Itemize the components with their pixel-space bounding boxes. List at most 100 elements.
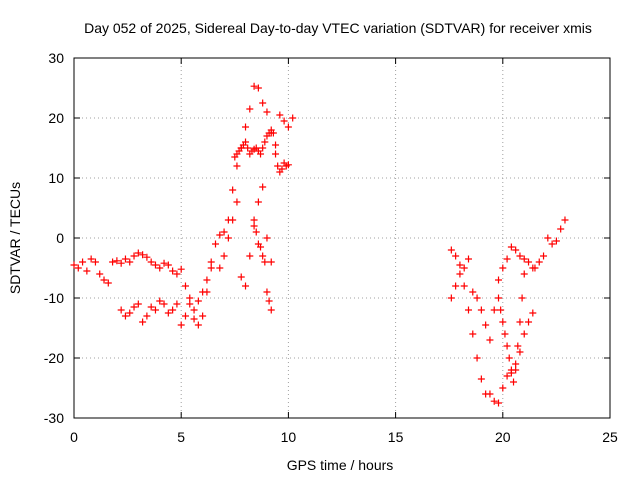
data-point xyxy=(143,253,151,261)
data-point xyxy=(147,258,155,266)
y-tick-labels: -30 -20 -10 0 10 20 30 xyxy=(44,50,64,426)
data-point xyxy=(242,138,250,146)
data-point xyxy=(242,282,250,290)
data-point xyxy=(447,246,455,254)
chart-title: Day 052 of 2025, Sidereal Day-to-day VTE… xyxy=(84,20,592,36)
data-point xyxy=(460,264,468,272)
data-point xyxy=(267,306,275,314)
data-point xyxy=(233,162,241,170)
data-point xyxy=(121,312,129,320)
data-point xyxy=(512,360,520,368)
data-point xyxy=(269,129,277,137)
data-point xyxy=(261,258,269,266)
y-tick-label: 30 xyxy=(48,50,64,66)
data-point xyxy=(212,240,220,248)
x-tick-label: 0 xyxy=(70,429,78,445)
data-point xyxy=(497,306,505,314)
data-point xyxy=(495,399,503,407)
data-point xyxy=(220,252,228,260)
data-point xyxy=(469,288,477,296)
data-point xyxy=(74,264,82,272)
data-point xyxy=(510,378,518,386)
data-point xyxy=(486,390,494,398)
data-point xyxy=(272,150,280,158)
data-point xyxy=(237,273,245,281)
data-point xyxy=(224,234,232,242)
data-point xyxy=(181,312,189,320)
data-point xyxy=(252,228,260,236)
y-tick-label: 10 xyxy=(48,170,64,186)
data-point xyxy=(267,258,275,266)
data-point xyxy=(203,288,211,296)
data-point xyxy=(169,306,177,314)
data-point xyxy=(265,297,273,305)
series-track-b xyxy=(117,82,297,329)
data-point xyxy=(499,318,507,326)
data-point xyxy=(464,306,472,314)
data-point xyxy=(151,261,159,269)
data-point xyxy=(173,270,181,278)
data-point xyxy=(250,216,258,224)
data-point xyxy=(70,261,78,269)
data-point xyxy=(482,321,490,329)
data-point xyxy=(143,312,151,320)
data-point xyxy=(186,294,194,302)
data-point xyxy=(280,117,288,125)
data-point xyxy=(447,294,455,302)
data-point xyxy=(460,282,468,290)
y-tick-label: -10 xyxy=(44,290,64,306)
data-point xyxy=(173,300,181,308)
data-point xyxy=(229,186,237,194)
y-tick-label: -30 xyxy=(44,410,64,426)
x-tick-labels: 0 5 10 15 20 25 xyxy=(70,429,618,445)
data-point xyxy=(477,306,485,314)
data-point xyxy=(113,257,121,265)
grid-lines xyxy=(74,58,610,418)
data-point xyxy=(289,114,297,122)
data-point xyxy=(531,264,539,272)
y-tick-label: 0 xyxy=(56,230,64,246)
data-point xyxy=(156,264,164,272)
x-tick-label: 20 xyxy=(495,429,511,445)
data-point xyxy=(456,270,464,278)
data-point xyxy=(194,297,202,305)
series-track-d xyxy=(216,183,275,290)
data-point xyxy=(121,255,129,263)
data-point xyxy=(254,198,262,206)
data-point xyxy=(96,270,104,278)
data-point xyxy=(117,259,125,267)
data-point xyxy=(87,255,95,263)
data-point xyxy=(177,265,185,273)
data-point xyxy=(501,330,509,338)
data-point xyxy=(104,279,112,287)
data-point xyxy=(254,84,262,92)
data-point xyxy=(164,261,172,269)
data-point xyxy=(514,342,522,350)
data-point xyxy=(233,198,241,206)
data-point xyxy=(134,249,142,257)
data-point xyxy=(495,294,503,302)
data-point xyxy=(520,270,528,278)
data-point xyxy=(548,240,556,248)
data-point xyxy=(203,276,211,284)
data-point xyxy=(194,321,202,329)
data-point xyxy=(169,267,177,275)
series-track-e xyxy=(250,216,275,314)
x-tick-label: 15 xyxy=(388,429,404,445)
data-point xyxy=(274,162,282,170)
data-point xyxy=(117,306,125,314)
data-point xyxy=(507,243,515,251)
data-point xyxy=(190,315,198,323)
data-point xyxy=(147,303,155,311)
y-tick-label: -20 xyxy=(44,350,64,366)
data-point xyxy=(246,252,254,260)
x-axis-label: GPS time / hours xyxy=(287,457,394,473)
data-point xyxy=(490,306,498,314)
data-point xyxy=(130,303,138,311)
data-point xyxy=(518,294,526,302)
data-point xyxy=(452,282,460,290)
data-point xyxy=(552,237,560,245)
data-point xyxy=(246,105,254,113)
data-point xyxy=(156,297,164,305)
